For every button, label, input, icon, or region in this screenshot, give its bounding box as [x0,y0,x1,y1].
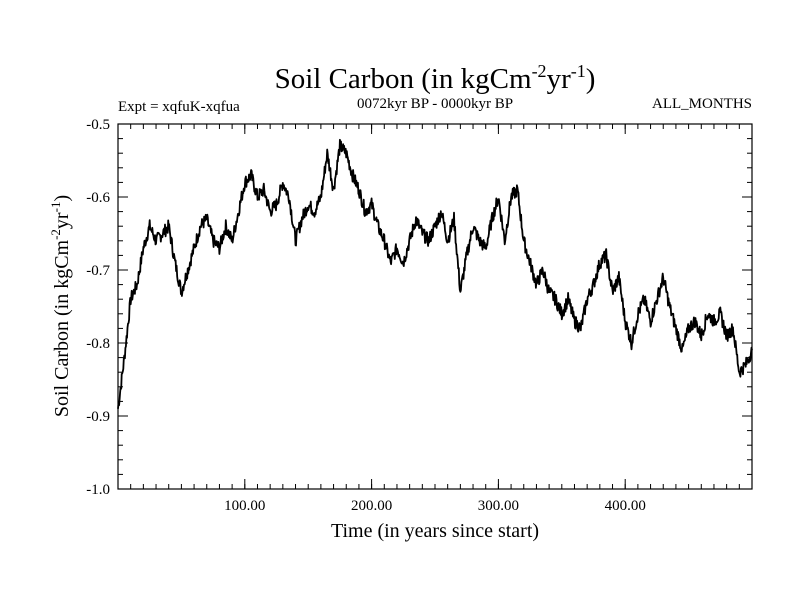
x-tick-label: 100.00 [224,498,265,514]
x-tick-label: 300.00 [478,498,519,514]
y-tick-label: -0.7 [86,263,110,279]
y-axis-tick-labels: -1.0 -0.9 -0.8 -0.7 -0.6 -0.5 [86,117,110,498]
chart-title-mid: yr [547,63,572,95]
y-tick-label: -0.6 [86,190,110,206]
subtitle-period: 0072kyr BP - 0000kyr BP [357,96,513,112]
y-axis-label-sup2: -1 [48,202,63,213]
y-axis-label: Soil Carbon (in kgCm-2yr-1) [48,195,73,417]
chart-title-main: Soil Carbon (in kgCm [275,63,532,95]
y-axis-label-close: ) [51,195,73,202]
x-tick-label: 400.00 [605,498,646,514]
x-tick-label: 200.00 [351,498,392,514]
y-tick-label: -1.0 [86,482,110,498]
chart-title: Soil Carbon (in kgCm-2yr-1) [275,61,596,95]
subtitle-months: ALL_MONTHS [652,96,752,112]
y-axis-label-mid: yr [51,212,73,229]
y-axis-label-sup1: -2 [48,229,63,240]
x-axis-label: Time (in years since start) [331,520,539,542]
axis-ticks [118,123,752,490]
x-axis-tick-labels: 100.00 200.00 300.00 400.00 [224,498,646,514]
chart-title-sup2: -1 [571,61,586,81]
series-line-soil-carbon [117,138,753,409]
subtitle-experiment: Expt = xqfuK-xqfua [118,99,240,115]
plot-frame [117,123,753,490]
y-axis-label-main: Soil Carbon (in kgCm [51,239,73,417]
chart-title-sup1: -2 [532,61,547,81]
y-tick-label: -0.9 [86,409,110,425]
chart-title-close: ) [586,63,596,95]
y-tick-label: -0.5 [86,117,110,133]
y-tick-label: -0.8 [86,336,110,352]
